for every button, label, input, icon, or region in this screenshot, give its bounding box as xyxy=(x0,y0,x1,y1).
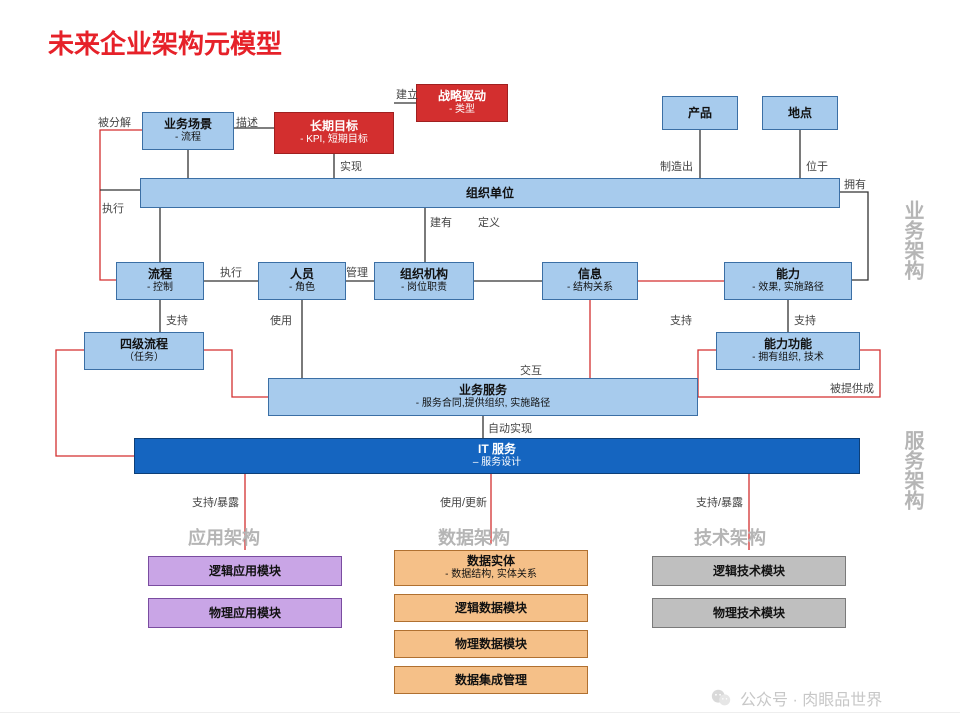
section-sec_biz: 业务架构 xyxy=(898,200,927,280)
node-title: 物理技术模块 xyxy=(713,606,785,621)
node-title: IT 服务 xyxy=(478,442,516,457)
node-title: 组织单位 xyxy=(466,186,514,201)
edge-label: 描述 xyxy=(236,114,258,130)
node-sub: - 服务合同,提供组织, 实施路径 xyxy=(416,398,550,411)
node-n_longterm: 长期目标- KPI, 短期目标 xyxy=(274,112,394,154)
node-n_orgunit: 组织单位 xyxy=(140,178,840,208)
node-title: 物理数据模块 xyxy=(455,637,527,652)
page-title: 未来企业架构元模型 xyxy=(48,24,282,61)
node-n_location: 地点 xyxy=(762,96,838,130)
node-n_process: 流程- 控制 xyxy=(116,262,204,300)
node-sub: - 数据结构, 实体关系 xyxy=(445,569,537,582)
edge-label: 支持 xyxy=(670,312,692,328)
node-n_l4proc: 四级流程（任务） xyxy=(84,332,204,370)
node-title: 四级流程 xyxy=(120,337,168,352)
node-n_bizscene: 业务场景- 流程 xyxy=(142,112,234,150)
diagram-canvas: { "type": "flowchart", "canvas": { "widt… xyxy=(0,0,960,720)
node-title: 数据实体 xyxy=(467,554,515,569)
node-n_data_integ: 数据集成管理 xyxy=(394,666,588,694)
node-n_orgstruct: 组织机构- 岗位职责 xyxy=(374,262,474,300)
node-title: 物理应用模块 xyxy=(209,606,281,621)
node-title: 逻辑数据模块 xyxy=(455,601,527,616)
node-title: 逻辑技术模块 xyxy=(713,564,785,579)
edge-label: 被提供成 xyxy=(830,380,874,396)
node-n_data_logic: 逻辑数据模块 xyxy=(394,594,588,622)
node-sub: - 效果, 实施路径 xyxy=(752,282,824,295)
wechat-icon xyxy=(710,687,732,709)
node-title: 数据集成管理 xyxy=(455,673,527,688)
edge-label: 支持 xyxy=(166,312,188,328)
node-sub: - 角色 xyxy=(289,282,315,295)
node-sub: - 拥有组织, 技术 xyxy=(752,352,824,365)
node-sub: – 服务设计 xyxy=(473,457,521,470)
node-sub: - 控制 xyxy=(147,282,173,295)
node-n_capability: 能力- 效果, 实施路径 xyxy=(724,262,852,300)
node-title: 流程 xyxy=(148,267,172,282)
node-n_strategy: 战略驱动- 类型 xyxy=(416,84,508,122)
edge-label: 管理 xyxy=(346,264,368,280)
node-n_capfunc: 能力功能- 拥有组织, 技术 xyxy=(716,332,860,370)
watermark-text: 公众号 · 肉眼品世界 xyxy=(740,686,882,710)
node-n_product: 产品 xyxy=(662,96,738,130)
edge-label: 支持/暴露 xyxy=(696,494,743,510)
node-n_tech_phys: 物理技术模块 xyxy=(652,598,846,628)
node-n_info: 信息- 结构关系 xyxy=(542,262,638,300)
edge-label: 被分解 xyxy=(98,114,131,130)
edge-label: 执行 xyxy=(220,264,242,280)
node-n_app_logic: 逻辑应用模块 xyxy=(148,556,342,586)
edge-label: 支持/暴露 xyxy=(192,494,239,510)
node-sub: - 流程 xyxy=(175,132,201,145)
divider xyxy=(0,712,960,713)
edge-label: 实现 xyxy=(340,158,362,174)
node-n_itservice: IT 服务– 服务设计 xyxy=(134,438,860,474)
node-title: 长期目标 xyxy=(310,119,358,134)
edge-label: 建有 xyxy=(430,214,452,230)
edge xyxy=(698,350,716,397)
node-title: 逻辑应用模块 xyxy=(209,564,281,579)
node-sub: - 岗位职责 xyxy=(401,282,447,295)
edge-label: 支持 xyxy=(794,312,816,328)
watermark: 公众号 · 肉眼品世界 xyxy=(710,686,882,710)
edge-label: 使用/更新 xyxy=(440,494,487,510)
node-n_bizservice: 业务服务- 服务合同,提供组织, 实施路径 xyxy=(268,378,698,416)
section-sec_app: 应用架构 xyxy=(188,524,260,550)
edge-label: 位于 xyxy=(806,158,828,174)
node-title: 能力 xyxy=(776,267,800,282)
node-title: 产品 xyxy=(688,106,712,121)
node-title: 人员 xyxy=(290,267,314,282)
edge-label: 执行 xyxy=(102,200,124,216)
node-sub: - 类型 xyxy=(449,104,475,117)
node-n_tech_logic: 逻辑技术模块 xyxy=(652,556,846,586)
edge-label: 使用 xyxy=(270,312,292,328)
node-title: 战略驱动 xyxy=(438,89,486,104)
section-sec_svc: 服务架构 xyxy=(898,430,927,510)
node-title: 组织机构 xyxy=(400,267,448,282)
edge-label: 自动实现 xyxy=(488,420,532,436)
section-sec_data: 数据架构 xyxy=(438,524,510,550)
edge-label: 建立 xyxy=(396,86,418,102)
node-title: 能力功能 xyxy=(764,337,812,352)
edge xyxy=(204,350,268,397)
edge-label: 定义 xyxy=(478,214,500,230)
edge-label: 交互 xyxy=(520,362,542,378)
node-n_data_phys: 物理数据模块 xyxy=(394,630,588,658)
node-n_person: 人员- 角色 xyxy=(258,262,346,300)
node-n_app_phys: 物理应用模块 xyxy=(148,598,342,628)
node-n_data_entity: 数据实体- 数据结构, 实体关系 xyxy=(394,550,588,586)
node-title: 业务场景 xyxy=(164,117,212,132)
node-title: 地点 xyxy=(788,106,812,121)
node-sub: - KPI, 短期目标 xyxy=(300,134,368,147)
node-title: 信息 xyxy=(578,267,602,282)
edge-label: 拥有 xyxy=(844,176,866,192)
node-sub: - 结构关系 xyxy=(567,282,613,295)
section-sec_tech: 技术架构 xyxy=(694,524,766,550)
edge-label: 制造出 xyxy=(660,158,693,174)
node-sub: （任务） xyxy=(124,352,164,365)
node-title: 业务服务 xyxy=(459,383,507,398)
